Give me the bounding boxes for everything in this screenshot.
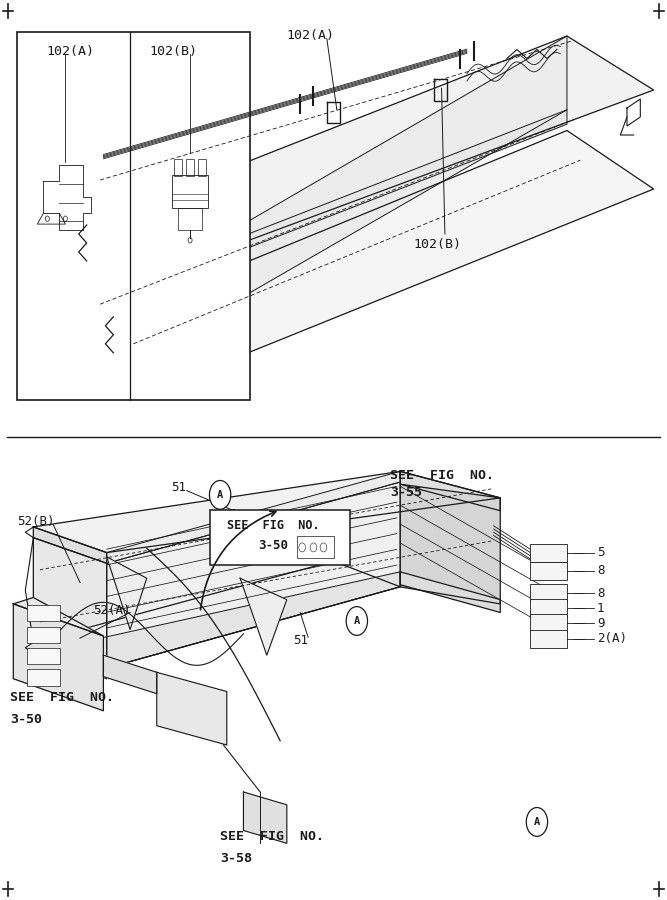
Polygon shape bbox=[103, 655, 157, 694]
Bar bbox=[198, 159, 206, 176]
Bar bbox=[210, 509, 350, 565]
Polygon shape bbox=[33, 526, 107, 563]
Text: 3-55: 3-55 bbox=[390, 486, 422, 500]
Bar bbox=[27, 648, 60, 664]
Bar bbox=[27, 670, 60, 686]
Polygon shape bbox=[87, 297, 157, 360]
Text: 52(B): 52(B) bbox=[17, 516, 54, 528]
Polygon shape bbox=[107, 472, 400, 563]
Polygon shape bbox=[107, 557, 147, 630]
Polygon shape bbox=[107, 482, 400, 668]
Polygon shape bbox=[400, 572, 500, 612]
Bar bbox=[27, 605, 60, 621]
Text: 3-58: 3-58 bbox=[220, 851, 252, 865]
Polygon shape bbox=[157, 672, 227, 745]
Text: SEE  FIG  NO.: SEE FIG NO. bbox=[227, 519, 319, 532]
Text: 5: 5 bbox=[597, 546, 604, 559]
Text: 3-50: 3-50 bbox=[258, 539, 288, 553]
Circle shape bbox=[209, 481, 231, 509]
Polygon shape bbox=[87, 225, 157, 346]
Bar bbox=[530, 599, 567, 617]
Text: 99(B): 99(B) bbox=[287, 526, 324, 538]
Polygon shape bbox=[33, 562, 400, 668]
Polygon shape bbox=[33, 572, 400, 668]
Text: 102(B): 102(B) bbox=[149, 45, 197, 58]
Circle shape bbox=[346, 607, 368, 635]
Text: SEE  FIG  NO.: SEE FIG NO. bbox=[390, 469, 494, 482]
Bar bbox=[172, 176, 208, 208]
Text: 1: 1 bbox=[597, 602, 604, 615]
Polygon shape bbox=[400, 484, 500, 604]
Text: 8: 8 bbox=[597, 564, 604, 577]
Bar bbox=[17, 32, 250, 400]
Bar bbox=[530, 544, 567, 562]
Bar bbox=[27, 626, 60, 643]
Polygon shape bbox=[87, 36, 654, 274]
Text: 2(A): 2(A) bbox=[597, 633, 627, 645]
Text: 9: 9 bbox=[597, 616, 604, 630]
Polygon shape bbox=[243, 792, 287, 843]
Text: 51: 51 bbox=[293, 634, 308, 647]
Text: A: A bbox=[354, 616, 360, 626]
Polygon shape bbox=[13, 604, 103, 711]
Text: 8: 8 bbox=[597, 587, 604, 599]
Text: SEE  FIG  NO.: SEE FIG NO. bbox=[220, 831, 324, 843]
Bar bbox=[530, 614, 567, 632]
Polygon shape bbox=[33, 643, 107, 679]
Polygon shape bbox=[400, 472, 500, 510]
Text: 99(A): 99(A) bbox=[287, 537, 324, 551]
Bar bbox=[297, 536, 334, 558]
Bar bbox=[174, 159, 182, 176]
Bar bbox=[530, 630, 567, 648]
Polygon shape bbox=[13, 598, 103, 636]
Text: 3-50: 3-50 bbox=[10, 713, 42, 725]
Polygon shape bbox=[157, 36, 567, 346]
Bar bbox=[186, 159, 194, 176]
Polygon shape bbox=[240, 578, 287, 655]
Polygon shape bbox=[33, 472, 500, 553]
Text: 52(A): 52(A) bbox=[93, 604, 131, 617]
Bar bbox=[530, 562, 567, 580]
Bar bbox=[530, 584, 567, 602]
Text: A: A bbox=[217, 490, 223, 500]
Text: 102(B): 102(B) bbox=[414, 238, 462, 251]
Text: 102(A): 102(A) bbox=[287, 30, 335, 42]
Text: 51: 51 bbox=[171, 482, 185, 494]
Circle shape bbox=[526, 807, 548, 836]
Text: 102(A): 102(A) bbox=[46, 45, 94, 58]
Text: SEE  FIG  NO.: SEE FIG NO. bbox=[10, 691, 114, 705]
Text: A: A bbox=[534, 817, 540, 827]
Polygon shape bbox=[33, 537, 107, 668]
Polygon shape bbox=[87, 110, 567, 310]
Polygon shape bbox=[113, 130, 654, 374]
Bar bbox=[178, 208, 202, 230]
